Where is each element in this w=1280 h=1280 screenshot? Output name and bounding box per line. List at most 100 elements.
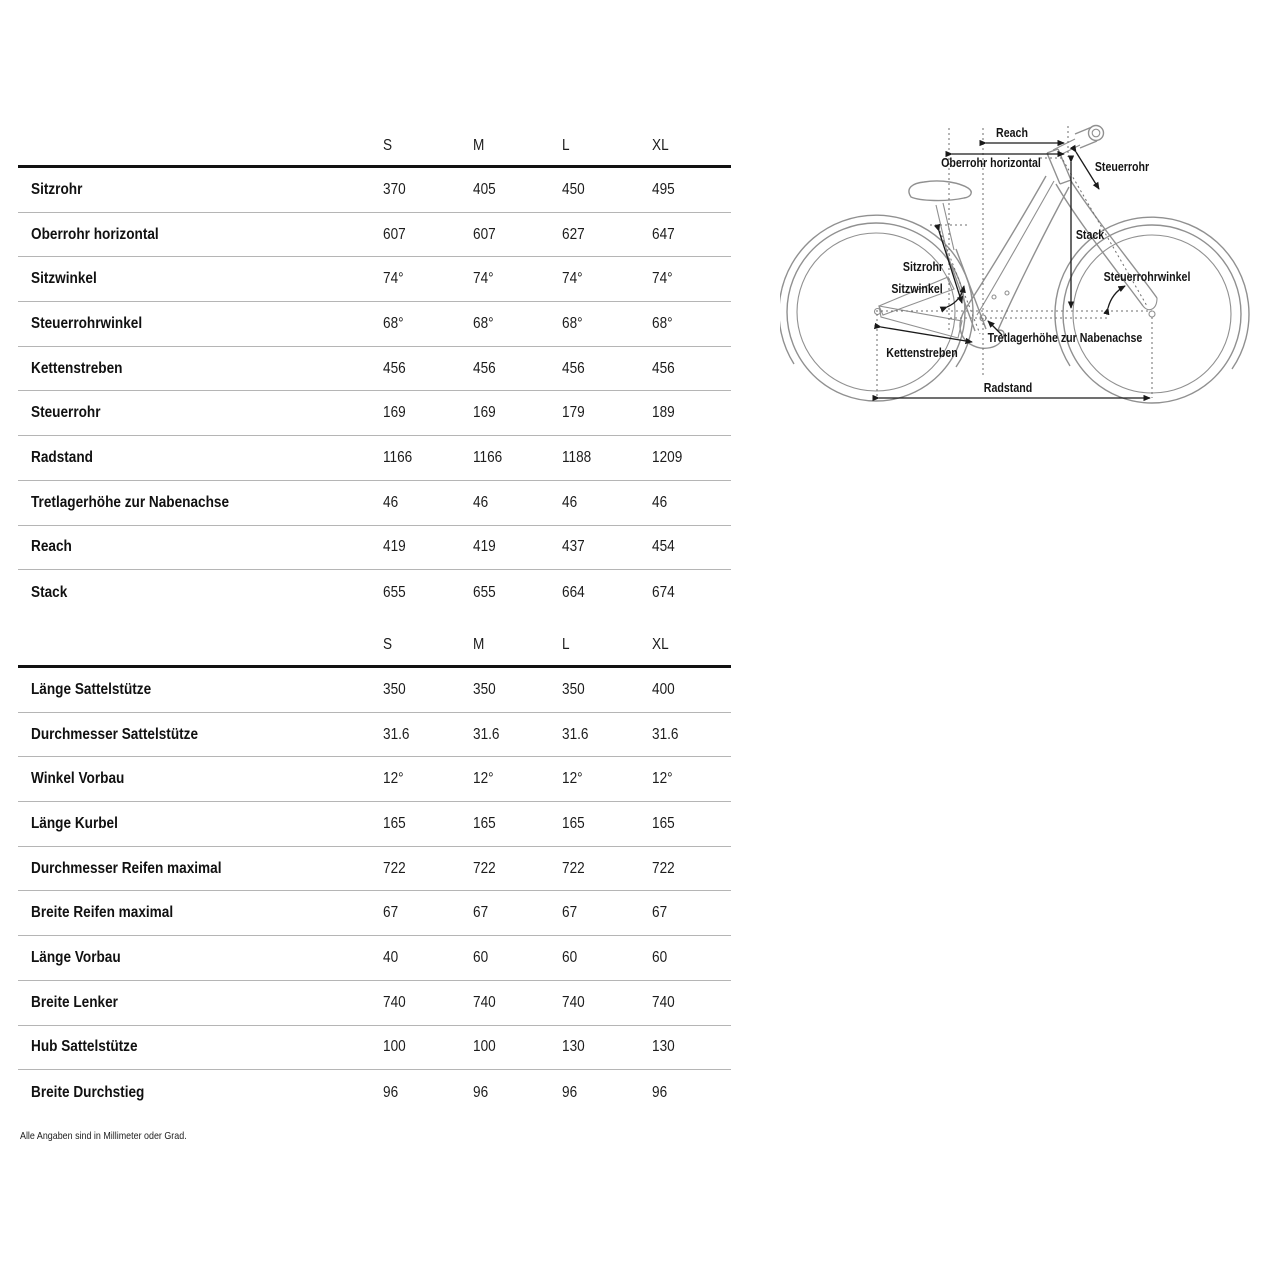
size-value-cell: 450 bbox=[562, 180, 585, 198]
table-row: Radstand 1166 1166 1188 1209 bbox=[18, 436, 731, 481]
size-value-cell: 96 bbox=[383, 1083, 399, 1101]
row-label: Länge Vorbau bbox=[31, 948, 121, 966]
size-column-header: L bbox=[562, 137, 570, 154]
size-value-cell: 31.6 bbox=[383, 725, 410, 743]
size-value-cell: 456 bbox=[562, 359, 585, 377]
size-column-header: M bbox=[473, 137, 485, 154]
down-tube bbox=[959, 175, 1070, 349]
size-value-cell: 165 bbox=[652, 814, 675, 832]
size-value-cell: 1209 bbox=[652, 448, 683, 466]
table-row: Breite Reifen maximal 67 67 67 67 bbox=[18, 891, 731, 937]
size-value-cell: 495 bbox=[652, 180, 675, 198]
row-label: Steuerrohrwinkel bbox=[31, 314, 143, 332]
size-value-cell: 46 bbox=[383, 493, 399, 511]
size-value-cell: 456 bbox=[473, 359, 496, 377]
size-value-cell: 96 bbox=[562, 1083, 578, 1101]
size-value-cell: 456 bbox=[383, 359, 406, 377]
size-value-cell: 165 bbox=[562, 814, 585, 832]
steuerrohr-arrow bbox=[1069, 144, 1100, 190]
size-value-cell: 655 bbox=[473, 583, 496, 601]
diagram-label-oberrohr-horizontal: Oberrohr horizontal bbox=[941, 156, 1041, 170]
row-label: Sitzwinkel bbox=[31, 270, 97, 288]
rear-wheel bbox=[780, 214, 974, 402]
front-assembly bbox=[1046, 124, 1158, 311]
size-value-cell: 165 bbox=[473, 814, 496, 832]
size-column-header: XL bbox=[652, 137, 669, 154]
size-value-cell: 96 bbox=[652, 1083, 668, 1101]
size-value-cell: 1188 bbox=[562, 448, 592, 466]
size-value-cell: 437 bbox=[562, 538, 585, 556]
table-row: Länge Sattelstütze 350 350 350 400 bbox=[18, 668, 731, 713]
size-header-row: S M L XL bbox=[18, 127, 731, 168]
size-value-cell: 67 bbox=[383, 904, 399, 922]
table-row: Steuerrohr 169 169 179 189 bbox=[18, 391, 731, 437]
size-value-cell: 189 bbox=[652, 404, 675, 422]
table-row: Sitzrohr 370 405 450 495 bbox=[18, 168, 731, 213]
size-value-cell: 46 bbox=[473, 493, 489, 511]
size-value-cell: 74° bbox=[383, 270, 404, 288]
size-value-cell: 419 bbox=[383, 538, 406, 556]
table-row: Stack 655 655 664 674 bbox=[18, 570, 731, 615]
size-value-cell: 350 bbox=[383, 680, 406, 698]
size-value-cell: 60 bbox=[652, 948, 668, 966]
size-value-cell: 1166 bbox=[473, 448, 503, 466]
size-value-cell: 130 bbox=[562, 1038, 585, 1056]
table-row: Winkel Vorbau 12° 12° 12° 12° bbox=[18, 757, 731, 803]
size-value-cell: 31.6 bbox=[562, 725, 589, 743]
size-value-cell: 165 bbox=[383, 814, 406, 832]
size-value-cell: 169 bbox=[473, 404, 496, 422]
diagram-label-sitzrohr: Sitzrohr bbox=[902, 260, 944, 274]
diagram-label-kettenstreben: Kettenstreben bbox=[886, 346, 958, 360]
size-value-cell: 405 bbox=[473, 180, 496, 198]
row-label: Reach bbox=[31, 538, 72, 556]
size-value-cell: 674 bbox=[652, 583, 675, 601]
table-row: Länge Kurbel 165 165 165 165 bbox=[18, 802, 731, 847]
components-table: S M L XL Länge Sattelstütze 350 350 350 400 Durch… bbox=[18, 624, 731, 1115]
row-label: Steuerrohr bbox=[31, 404, 101, 422]
size-value-cell: 740 bbox=[383, 993, 406, 1011]
size-value-cell: 74° bbox=[562, 270, 583, 288]
row-label: Breite Lenker bbox=[31, 993, 118, 1011]
size-value-cell: 370 bbox=[383, 180, 406, 198]
fork bbox=[1055, 183, 1144, 307]
size-value-cell: 655 bbox=[383, 583, 406, 601]
frame-geometry-table: S M L XL Sitzrohr 370 405 450 495 Oberrohr horizo… bbox=[18, 127, 731, 615]
row-label: Stack bbox=[31, 583, 68, 601]
diagram-label-sitzwinkel: Sitzwinkel bbox=[891, 282, 943, 296]
diagram-label-radstand: Radstand bbox=[983, 381, 1033, 395]
table-row: Tretlagerhöhe zur Nabenachse 46 46 46 46 bbox=[18, 481, 731, 526]
size-value-cell: 46 bbox=[562, 493, 578, 511]
size-value-cell: 722 bbox=[473, 859, 496, 877]
diagram-label-reach: Reach bbox=[996, 126, 1028, 140]
size-value-cell: 67 bbox=[562, 904, 578, 922]
row-label: Oberrohr horizontal bbox=[31, 225, 159, 243]
size-value-cell: 607 bbox=[473, 225, 496, 243]
diagram-label-steuerrohr: Steuerrohr bbox=[1094, 160, 1150, 174]
size-column-header: XL bbox=[652, 635, 669, 653]
table-row: Breite Lenker 740 740 740 740 bbox=[18, 981, 731, 1026]
row-label: Durchmesser Reifen maximal bbox=[31, 859, 222, 877]
size-value-cell: 67 bbox=[652, 904, 668, 922]
row-label: Kettenstreben bbox=[31, 359, 123, 377]
size-value-cell: 96 bbox=[473, 1083, 489, 1101]
size-value-cell: 740 bbox=[562, 993, 585, 1011]
size-value-cell: 722 bbox=[383, 859, 406, 877]
size-value-cell: 100 bbox=[473, 1038, 496, 1056]
diagram-label-stack: Stack bbox=[1075, 228, 1105, 242]
size-value-cell: 12° bbox=[652, 770, 673, 788]
size-value-cell: 130 bbox=[652, 1038, 675, 1056]
size-value-cell: 60 bbox=[473, 948, 489, 966]
size-value-cell: 31.6 bbox=[473, 725, 500, 743]
steuerrohrwinkel-arc bbox=[1103, 285, 1126, 316]
size-value-cell: 400 bbox=[652, 680, 675, 698]
row-label: Radstand bbox=[31, 448, 93, 466]
front-fender bbox=[1054, 216, 1250, 370]
size-value-cell: 419 bbox=[473, 538, 496, 556]
size-value-cell: 67 bbox=[473, 904, 489, 922]
table-row: Hub Sattelstütze 100 100 130 130 bbox=[18, 1026, 731, 1071]
row-label: Sitzrohr bbox=[31, 180, 83, 198]
size-value-cell: 12° bbox=[383, 770, 404, 788]
size-value-cell: 74° bbox=[473, 270, 494, 288]
size-value-cell: 12° bbox=[473, 770, 494, 788]
